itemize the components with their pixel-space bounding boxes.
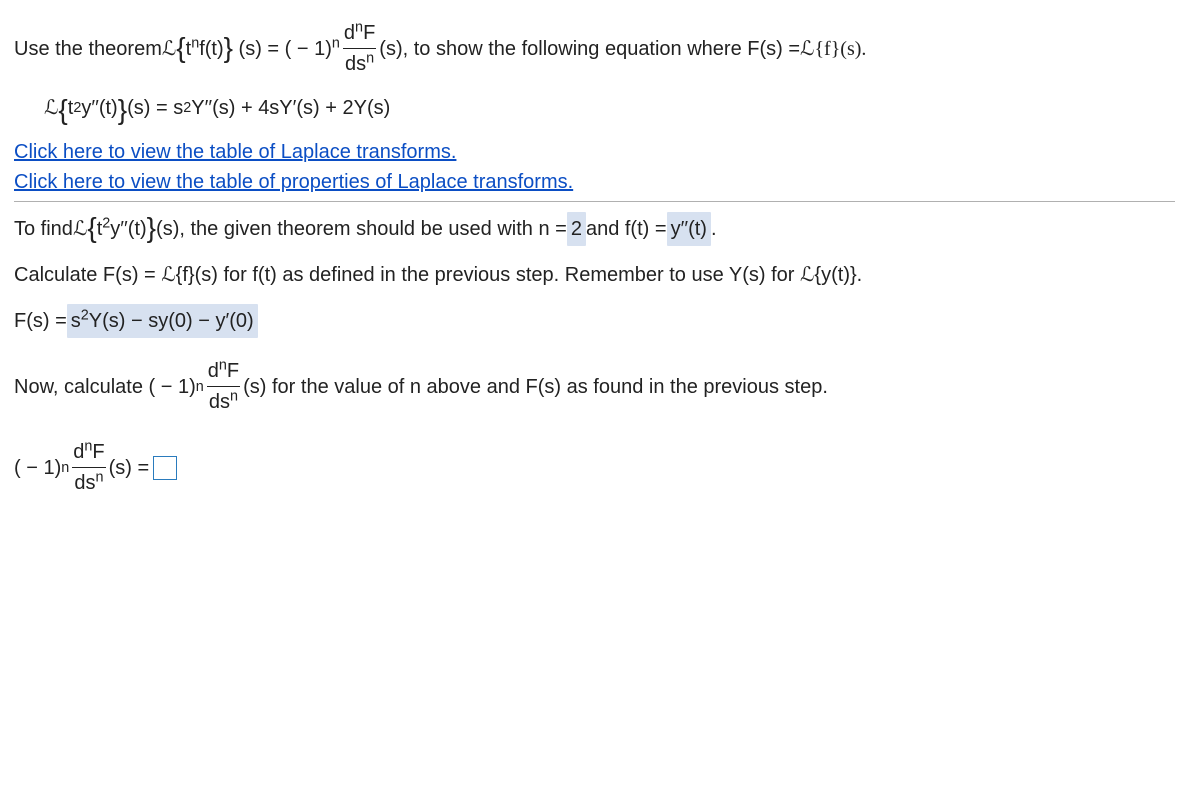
text: F (92, 441, 104, 463)
text: and f(t) = (586, 214, 667, 244)
text: d (344, 22, 355, 44)
text: Y(s) − sy(0) − y′(0) (89, 310, 254, 332)
denominator: dsn (207, 386, 240, 417)
answer-n: 2 (567, 212, 586, 246)
script-L: ℒ (73, 218, 87, 240)
laplace-expr: ℒ{t2y′′(t)} (73, 214, 156, 244)
numerator: dnF (206, 356, 241, 386)
text: ℒ{f}(s). (800, 34, 866, 64)
target-equation: ℒ{t2y′′(t)} (s) = s2Y′′(s) + 4sY′(s) + 2… (44, 93, 1175, 123)
text: (s) = ( − 1) (233, 38, 332, 60)
fraction: dnF dsn (206, 356, 241, 417)
brace-close: } (147, 212, 156, 243)
link-laplace-properties[interactable]: Click here to view the table of properti… (14, 171, 573, 193)
text: (s), the given theorem should be used wi… (156, 214, 567, 244)
answer-input-box[interactable] (153, 456, 177, 480)
brace-open: { (87, 212, 96, 243)
step-calc-Fs-instruction: Calculate F(s) = ℒ{f}(s) for f(t) as def… (14, 260, 1175, 290)
text: s (71, 310, 81, 332)
final-answer-line: ( − 1) n dnF dsn (s) = (14, 437, 1175, 498)
step-Fs-result: F(s) = s2Y(s) − sy(0) − y′(0) (14, 304, 1175, 338)
sup: n (219, 357, 227, 373)
text: Use the theorem (14, 34, 162, 64)
step-calc-derivative-instruction: Now, calculate ( − 1)n dnF dsn (s) for t… (14, 356, 1175, 417)
text: ℒ{f}(s). (800, 38, 866, 60)
fraction: dnF dsn (71, 437, 106, 498)
text: (s) = s (127, 93, 183, 123)
sup: n (191, 35, 199, 51)
text: ( − 1) (14, 453, 61, 483)
sup: n (366, 50, 374, 66)
brace-open: { (176, 32, 185, 63)
denominator: dsn (72, 467, 105, 498)
divider (14, 201, 1175, 202)
text: Y′′(s) + 4sY′(s) + 2Y(s) (191, 93, 390, 123)
text: . (711, 214, 717, 244)
text: f(t) (199, 38, 223, 60)
text: y′′(t) (110, 218, 146, 240)
text: (s) = (109, 453, 150, 483)
text: , to show the following equation where F… (403, 34, 800, 64)
text: ds (209, 391, 230, 413)
text: F (363, 22, 375, 44)
text: d (73, 441, 84, 463)
text: d (208, 360, 219, 382)
theorem-lhs: ℒ{tnf(t)} (s) = ( − 1)n (162, 34, 340, 64)
text: (s) for the value of n above and F(s) as… (243, 372, 828, 402)
text: To find (14, 214, 73, 244)
text: F(s) = (14, 306, 67, 336)
links-block: Click here to view the table of Laplace … (14, 137, 1175, 197)
text: ds (345, 53, 366, 75)
answer-ft: y′′(t) (667, 212, 711, 246)
link-laplace-table[interactable]: Click here to view the table of Laplace … (14, 141, 456, 163)
sup: 2 (81, 307, 89, 323)
sup: n (355, 19, 363, 35)
numerator: dnF (342, 18, 377, 48)
text: (s) (379, 34, 402, 64)
brace-close: } (224, 32, 233, 63)
script-L: ℒ (44, 93, 58, 123)
text: Calculate F(s) = ℒ{f}(s) for f(t) as def… (14, 260, 862, 290)
answer-Fs: s2Y(s) − sy(0) − y′(0) (67, 304, 258, 338)
denominator: dsn (343, 48, 376, 79)
numerator: dnF (71, 437, 106, 467)
sup: n (96, 469, 104, 485)
script-L: ℒ (162, 38, 176, 60)
text: F (227, 360, 239, 382)
sup: n (332, 35, 340, 51)
step-identify: To find ℒ{t2y′′(t)} (s), the given theor… (14, 212, 1175, 246)
problem-statement: Use the theorem ℒ{tnf(t)} (s) = ( − 1)n … (14, 18, 1175, 79)
fraction: dnF dsn (342, 18, 377, 79)
text: ds (74, 472, 95, 494)
text: Now, calculate ( − 1) (14, 372, 196, 402)
text: y′′(t) (81, 93, 117, 123)
sup: n (230, 388, 238, 404)
